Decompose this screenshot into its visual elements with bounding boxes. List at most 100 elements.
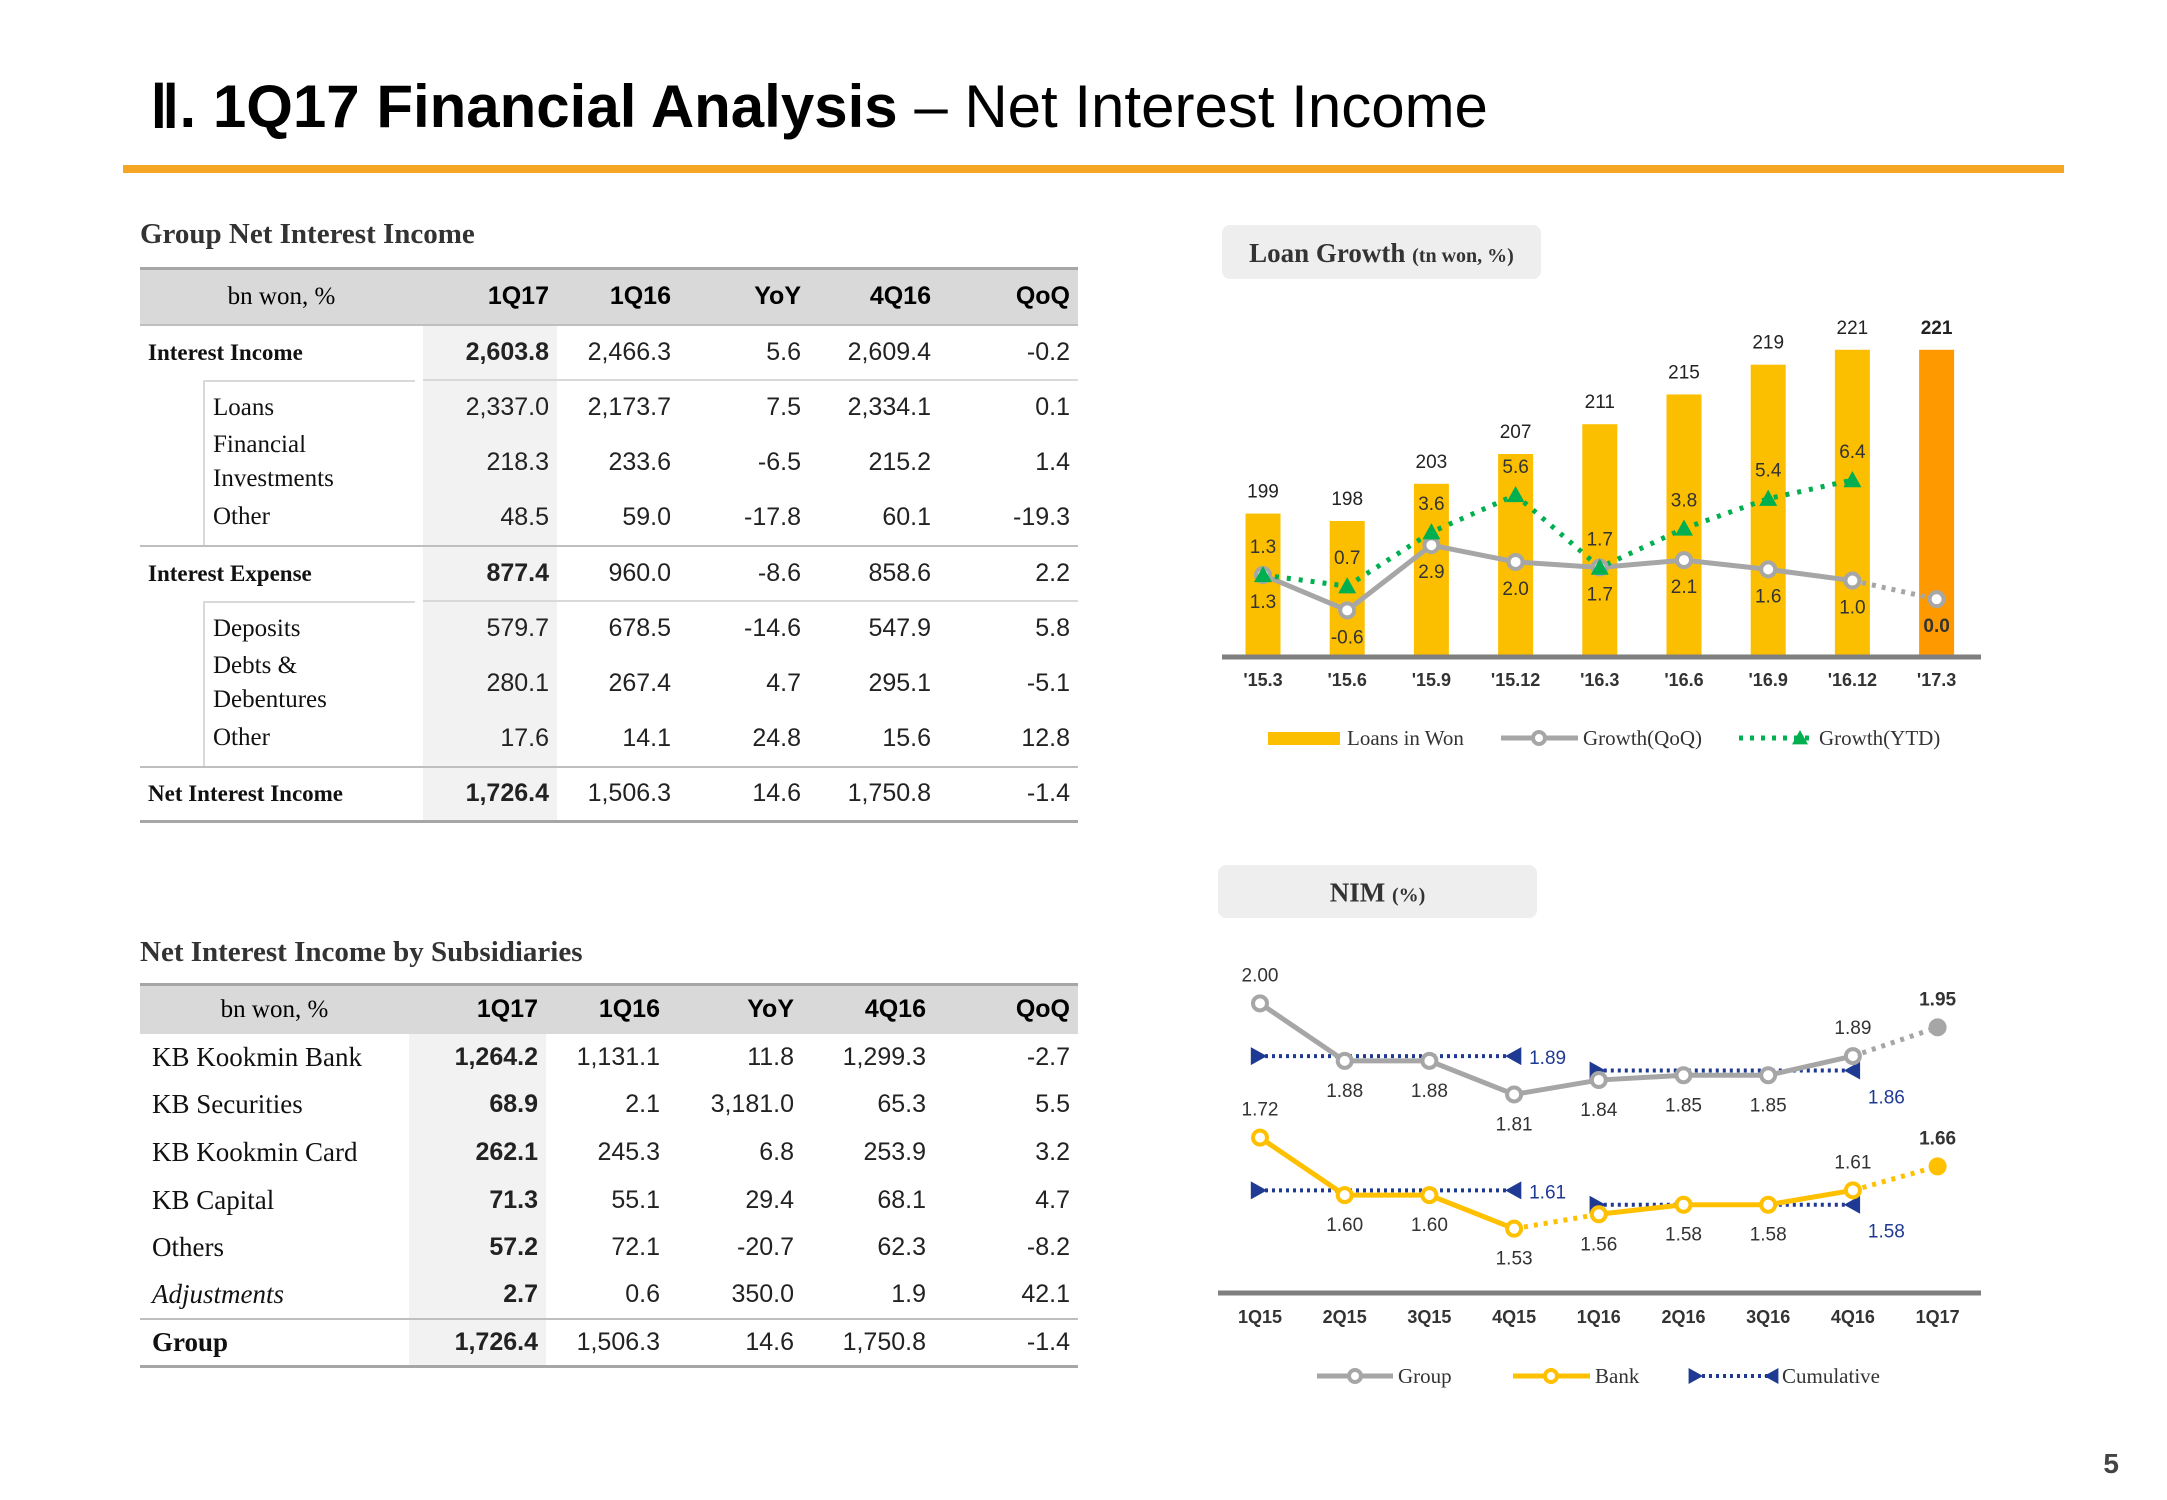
item-label: Loans: [203, 379, 415, 435]
data-label: -0.6: [1331, 627, 1364, 648]
cell: 215.2: [868, 447, 931, 476]
marker: [1505, 1219, 1524, 1238]
header-cell: YoY: [668, 983, 802, 1034]
data-label: 1.89: [1834, 1018, 1871, 1039]
data-label: 1.56: [1580, 1234, 1617, 1255]
row-label: Deposits: [140, 600, 423, 656]
line: [1258, 1001, 1854, 1098]
marker: [1843, 1195, 1861, 1214]
cell: 1,131.1: [576, 1042, 660, 1071]
x-tick-label: '15.3: [1243, 670, 1282, 690]
cell: -1.4: [934, 1318, 1078, 1369]
cell: 7.5: [679, 378, 809, 435]
data-label: 6.4: [1839, 442, 1866, 463]
marker: [1759, 560, 1778, 579]
row-label: KB Securities: [152, 1089, 303, 1120]
cell: 3,181.0: [710, 1090, 794, 1119]
row: KB Kookmin Bank 1,264.2 1,131.1 11.8 1,299.3…: [140, 1033, 1078, 1082]
header-cell: YoY: [679, 267, 809, 325]
marker: [1759, 1066, 1778, 1085]
legend-label: Loans in Won: [1347, 726, 1464, 750]
cell: 14.1: [622, 723, 671, 752]
bar: [1919, 349, 1955, 655]
cell: 233.6: [608, 447, 671, 476]
cell: 12.8: [1021, 723, 1070, 752]
cell: 960.0: [557, 544, 679, 601]
cell: 11.8: [747, 1042, 794, 1071]
marker: [1843, 1047, 1862, 1066]
header-cell: 1Q17: [409, 983, 546, 1034]
x-tick-label: 1Q16: [1577, 1307, 1621, 1327]
marker: [1506, 552, 1525, 571]
item-label: Other: [203, 710, 415, 766]
data-label: 203: [1416, 452, 1448, 473]
cell: 858.6: [809, 544, 939, 601]
chart-title-box: [1222, 225, 1541, 279]
x-tick-label: 4Q15: [1492, 1307, 1536, 1327]
data-label: 0.7: [1334, 548, 1360, 569]
item-row: Other 48.5 59.0 -17.8 60.1 -19.3: [140, 489, 1078, 546]
data-label: 2.1: [1671, 577, 1697, 598]
marker: [1590, 558, 1609, 575]
cell: 42.1: [1021, 1280, 1070, 1309]
item-label: Deposits: [203, 600, 415, 656]
marker: [1843, 471, 1862, 488]
header-cell: 1Q16: [546, 983, 668, 1034]
cell: 1,726.4: [423, 765, 557, 823]
header-cell: bn won, %: [140, 983, 409, 1034]
cell: 877.4: [423, 544, 557, 601]
cell: 2.2: [939, 544, 1078, 601]
legend-label: Growth(QoQ): [1583, 726, 1702, 750]
row: KB Kookmin Card 262.1 245.3 6.8 253.9 3.2: [140, 1128, 1078, 1177]
cell: 295.1: [868, 668, 931, 697]
cell: 65.3: [877, 1090, 926, 1119]
row: Adjustments 2.7 0.6 350.0 1.9 42.1: [140, 1271, 1078, 1320]
marker: [1335, 1186, 1354, 1205]
marker: [1506, 485, 1525, 503]
section-row: Net Interest Income 1,726.4 1,506.3 14.6 1,7…: [140, 765, 1078, 823]
data-label: 199: [1247, 482, 1279, 503]
cell: 2,337.0: [423, 378, 557, 435]
line-projection: [1513, 1211, 1600, 1232]
data-label: 1.86: [1868, 1087, 1905, 1108]
x-tick-label: 2Q16: [1661, 1307, 1705, 1327]
cell: 2.1: [625, 1090, 660, 1119]
legend-label: Bank: [1595, 1364, 1640, 1388]
data-label: 1.85: [1750, 1095, 1787, 1116]
data-label: 1.88: [1411, 1081, 1448, 1102]
data-label: 1.61: [1834, 1152, 1871, 1173]
data-label: 2.00: [1242, 965, 1279, 986]
line-projection: [1851, 578, 1938, 602]
marker: [1928, 1157, 1947, 1176]
data-label: 1.85: [1665, 1095, 1702, 1116]
row-label: Interest Expense: [140, 544, 423, 601]
data-label: 1.58: [1750, 1225, 1787, 1246]
cell: 1,750.8: [809, 765, 939, 823]
marker: [1250, 1047, 1267, 1066]
cell: 267.4: [608, 668, 671, 697]
cell: -14.6: [679, 599, 809, 656]
cell: 68.1: [877, 1185, 926, 1214]
item-label: Financial Investments: [203, 434, 415, 490]
cell: 24.8: [752, 723, 801, 752]
marker: [1674, 1066, 1693, 1085]
cell: 72.1: [611, 1233, 660, 1262]
cell: 60.1: [882, 502, 931, 531]
x-tick-label: 1Q17: [1916, 1307, 1960, 1327]
cell: 3.2: [1035, 1137, 1070, 1166]
marker: [1251, 994, 1269, 1013]
data-label: 1.84: [1580, 1100, 1617, 1121]
line: [1262, 542, 1853, 614]
data-label: 1.53: [1496, 1249, 1533, 1270]
cell: 59.0: [622, 502, 671, 531]
x-tick-label: '15.6: [1328, 670, 1367, 690]
table-title: Net Interest Income by Subsidiaries: [140, 936, 583, 968]
item-row: Other 17.6 14.1 24.8 15.6 12.8: [140, 710, 1078, 767]
data-label: 1.7: [1587, 585, 1613, 606]
header-cell: 1Q17: [423, 267, 557, 325]
chart-title-text: Loan Growth: [1249, 238, 1405, 268]
header-cell: 1Q16: [557, 267, 679, 325]
data-label: 1.58: [1665, 1225, 1702, 1246]
legend-swatch: [1531, 730, 1547, 746]
